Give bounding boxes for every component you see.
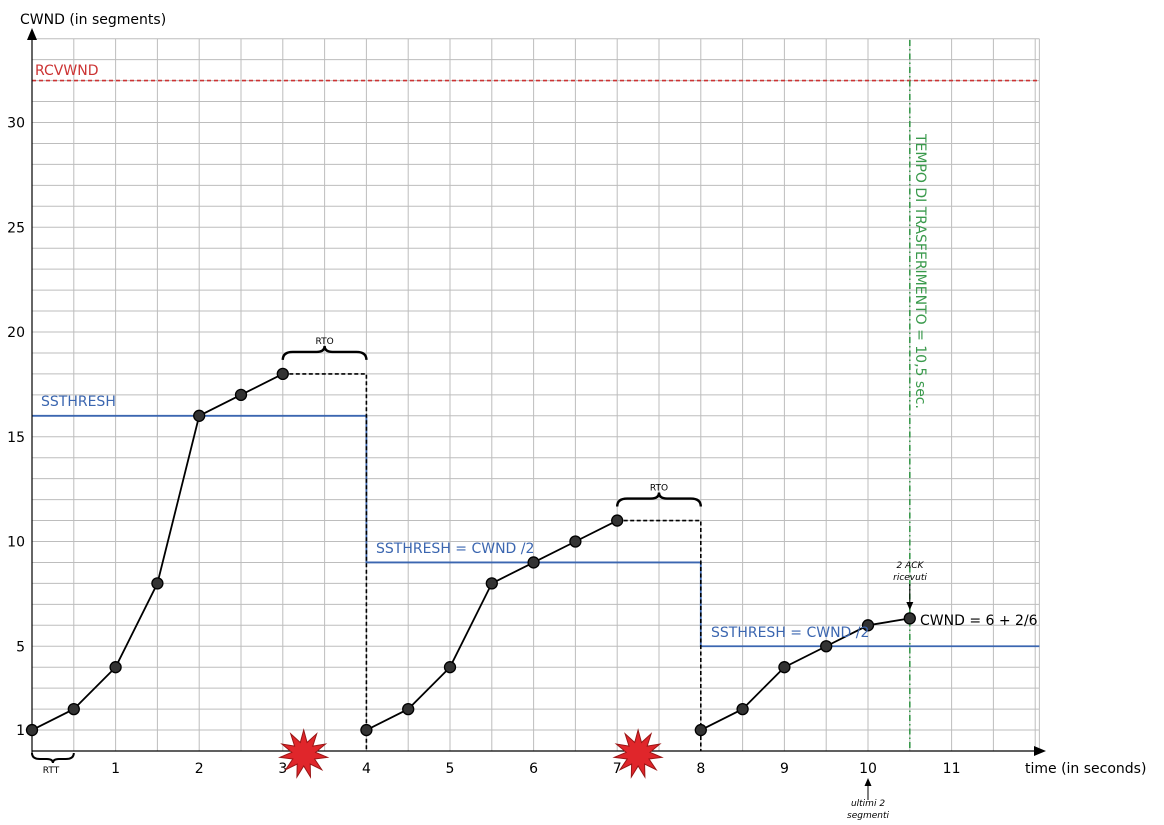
cwnd-point — [820, 640, 833, 653]
cwnd-point — [360, 723, 373, 737]
ssthresh-label-2: SSTHRESH = CWND /2 — [376, 541, 534, 557]
annotations: RTO RTO — [31, 337, 914, 800]
y-tick-label: 20 — [7, 325, 25, 341]
y-axis-label: CWND (in segments) — [20, 12, 166, 28]
x-tick-label: 10 — [859, 761, 877, 777]
cwnd-point — [694, 723, 707, 737]
grid — [31, 38, 1040, 751]
reference-lines — [32, 40, 1040, 751]
y-tick-label: 15 — [7, 430, 25, 446]
x-tick-label: 5 — [446, 761, 455, 777]
cwnd-point — [109, 661, 122, 674]
ack-arrow-head — [906, 602, 914, 610]
last-segments-line2: segmenti — [847, 811, 889, 821]
rto-connector — [282, 373, 368, 751]
cwnd-point — [151, 577, 164, 590]
cwnd-point — [402, 702, 415, 716]
cwnd-point — [861, 619, 875, 632]
x-tick-label: 11 — [943, 761, 961, 777]
x-tick-label: 2 — [195, 761, 204, 777]
rto-label: RTO — [316, 337, 334, 347]
last-segments-line1: ultimi 2 — [851, 799, 885, 809]
rto-label: RTO — [650, 484, 668, 494]
ack-note-line1: 2 ACK — [897, 561, 925, 571]
cwnd-point — [903, 612, 916, 625]
rtt-brace — [31, 752, 75, 764]
x-tick-label: 6 — [529, 761, 538, 777]
y-tick-label: 10 — [7, 535, 25, 551]
x-axis-arrow — [1034, 746, 1046, 756]
rto-brace — [281, 345, 368, 360]
cwnd-series — [25, 367, 916, 751]
cwnd-point — [736, 702, 749, 716]
y-tick-label: 5 — [16, 639, 25, 655]
y-tick-label: 30 — [7, 116, 25, 132]
last-segments-arrow-head — [864, 778, 872, 786]
ssthresh-label-1: SSTHRESH — [41, 394, 116, 410]
axes — [27, 28, 1046, 756]
x-axis-label: time (in seconds) — [1025, 761, 1146, 777]
cwnd-point — [234, 388, 248, 402]
y-tick-label: 25 — [7, 220, 25, 236]
x-tick-label: 4 — [362, 761, 371, 777]
ssthresh-line — [32, 414, 1040, 648]
x-tick-label: 7 — [613, 761, 622, 777]
cwnd-point — [25, 723, 39, 737]
cwnd-point — [67, 702, 80, 716]
rto-connector — [617, 519, 702, 751]
x-tick-label: 8 — [696, 761, 705, 777]
transfer-time-label: TEMPO DI TRASFERIMENTO = 10,5 sec. — [912, 133, 928, 409]
cwnd-point — [569, 535, 582, 548]
rtt-label: RTT — [43, 766, 60, 776]
cwnd-point — [443, 661, 457, 674]
cwnd-point — [485, 577, 498, 590]
cwnd-point — [276, 367, 289, 381]
cwnd-point — [193, 409, 206, 422]
x-tick-label: 3 — [278, 761, 287, 777]
cwnd-point — [611, 514, 624, 527]
rcvwnd-label: RCVWND — [35, 63, 98, 79]
x-tick-label: 9 — [780, 761, 789, 777]
cwnd-line — [700, 617, 910, 731]
loss-event-icon — [612, 728, 664, 779]
cwnd-final-label: CWND = 6 + 2/6 — [920, 613, 1038, 629]
ssthresh-label-3: SSTHRESH = CWND /2 — [711, 625, 869, 641]
cwnd-point — [527, 556, 540, 569]
rto-brace — [616, 492, 702, 507]
loss-event-icon — [278, 728, 330, 779]
y-tick-label: 1 — [16, 723, 25, 739]
x-tick-label: 1 — [111, 761, 120, 777]
cwnd-point — [778, 661, 791, 674]
y-axis-arrow — [27, 28, 37, 40]
ack-note-line2: ricevuti — [893, 573, 927, 583]
